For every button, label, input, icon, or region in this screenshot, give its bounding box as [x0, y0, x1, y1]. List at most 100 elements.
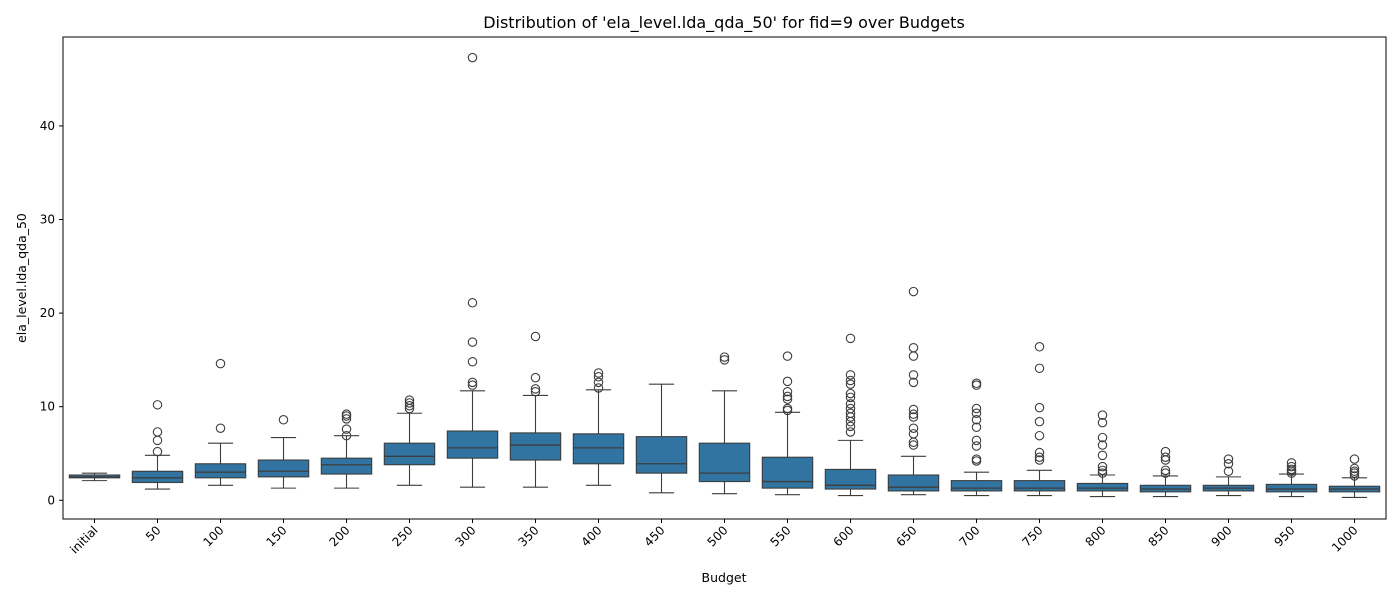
box-initial — [68, 472, 121, 482]
iqr-box — [950, 480, 1003, 492]
outlier-point — [908, 351, 919, 361]
outlier-point — [1286, 461, 1297, 472]
box-700 — [950, 378, 1003, 497]
outlier-point — [782, 386, 793, 397]
x-tick-label: 650 — [894, 523, 920, 549]
box-300 — [446, 52, 499, 488]
iqr-box — [824, 468, 877, 490]
outlier-point — [908, 412, 919, 422]
outlier-point — [152, 400, 163, 410]
box-500 — [698, 352, 751, 495]
outlier-point — [1223, 459, 1234, 469]
plot-area — [68, 52, 1381, 499]
box-950 — [1265, 458, 1318, 498]
outlier-point — [908, 429, 919, 439]
outlier-point — [782, 394, 793, 404]
outlier-point — [593, 383, 604, 393]
x-tick-label: 400 — [579, 523, 605, 549]
box-600 — [824, 333, 877, 497]
outlier-point — [908, 370, 919, 380]
outlier-point — [341, 430, 352, 441]
outlier-point — [1034, 416, 1045, 427]
outlier-point — [971, 415, 982, 425]
outlier-point — [782, 403, 793, 414]
x-tick-label: 200 — [327, 523, 353, 549]
outlier-point — [1160, 465, 1171, 476]
y-axis-label: ela_level.lda_qda_50 — [14, 213, 29, 343]
outlier-point — [1349, 466, 1360, 477]
outlier-point — [593, 371, 604, 382]
outlier-point — [845, 375, 856, 386]
outlier-point — [908, 404, 919, 415]
outlier-point — [152, 435, 163, 446]
outlier-point — [971, 441, 982, 451]
outlier-point — [1034, 342, 1045, 352]
outlier-point — [971, 422, 982, 433]
outlier-point — [719, 355, 730, 365]
box-750 — [1013, 342, 1066, 497]
outlier-point — [467, 357, 478, 367]
iqr-box — [1076, 482, 1129, 492]
box-250 — [383, 395, 436, 486]
y-tick-label: 30 — [40, 213, 55, 227]
iqr-box — [1013, 480, 1066, 492]
iqr-box — [383, 442, 436, 466]
iqr-box — [635, 436, 688, 474]
outlier-point — [1034, 455, 1045, 465]
outlier-point — [908, 423, 919, 433]
x-tick-label: 950 — [1272, 523, 1298, 549]
x-tick-label: 300 — [453, 523, 479, 549]
outlier-point — [341, 424, 352, 434]
outlier-point — [341, 414, 352, 424]
y-tick-label: 40 — [40, 119, 55, 133]
outlier-point — [845, 388, 856, 399]
outlier-point — [845, 392, 856, 403]
outlier-point — [530, 331, 541, 342]
outlier-point — [908, 409, 919, 419]
outlier-point — [1223, 454, 1234, 464]
iqr-box — [509, 432, 562, 461]
iqr-box — [887, 474, 940, 492]
box-650 — [887, 286, 940, 496]
outlier-point — [1034, 447, 1045, 458]
y-tick-label: 20 — [40, 306, 55, 320]
iqr-box — [446, 430, 499, 459]
outlier-point — [971, 380, 982, 390]
iqr-box — [761, 456, 814, 489]
outlier-point — [845, 408, 856, 418]
x-tick-label: 900 — [1209, 523, 1235, 549]
box-100 — [194, 358, 247, 486]
outlier-point — [971, 408, 982, 418]
x-tick-label: 500 — [705, 523, 731, 549]
chart-title: Distribution of 'ela_level.lda_qda_50' f… — [483, 13, 965, 33]
outlier-point — [467, 298, 478, 308]
x-tick-label: initial — [67, 523, 100, 556]
x-tick-label: 350 — [516, 523, 542, 549]
outlier-point — [1097, 465, 1108, 476]
x-tick-label: 50 — [143, 523, 164, 544]
x-tick-label: 250 — [390, 523, 416, 549]
outlier-point — [404, 395, 415, 405]
outlier-point — [782, 351, 793, 361]
outlier-point — [971, 456, 982, 466]
x-tick-label: 800 — [1083, 523, 1109, 549]
outlier-point — [1160, 446, 1171, 457]
outlier-point — [908, 440, 919, 450]
outlier-point — [1286, 464, 1297, 475]
x-tick-label: 450 — [642, 523, 668, 549]
outlier-point — [1034, 430, 1045, 441]
x-tick-label: 750 — [1020, 523, 1046, 549]
iqr-box — [698, 442, 751, 483]
outlier-point — [971, 378, 982, 389]
outlier-point — [530, 384, 541, 394]
outlier-point — [845, 427, 856, 437]
iqr-box — [572, 433, 625, 465]
box-400 — [572, 368, 625, 486]
outlier-point — [971, 403, 982, 414]
x-axis: initial 50 100 150 200 250 300 350 400 450 500 550 6… — [67, 519, 1361, 556]
outlier-point — [1034, 363, 1045, 374]
y-axis: 0 10 20 30 40 — [40, 119, 63, 507]
x-axis-label: Budget — [702, 570, 747, 585]
box-900 — [1202, 454, 1255, 497]
outlier-point — [845, 379, 856, 389]
